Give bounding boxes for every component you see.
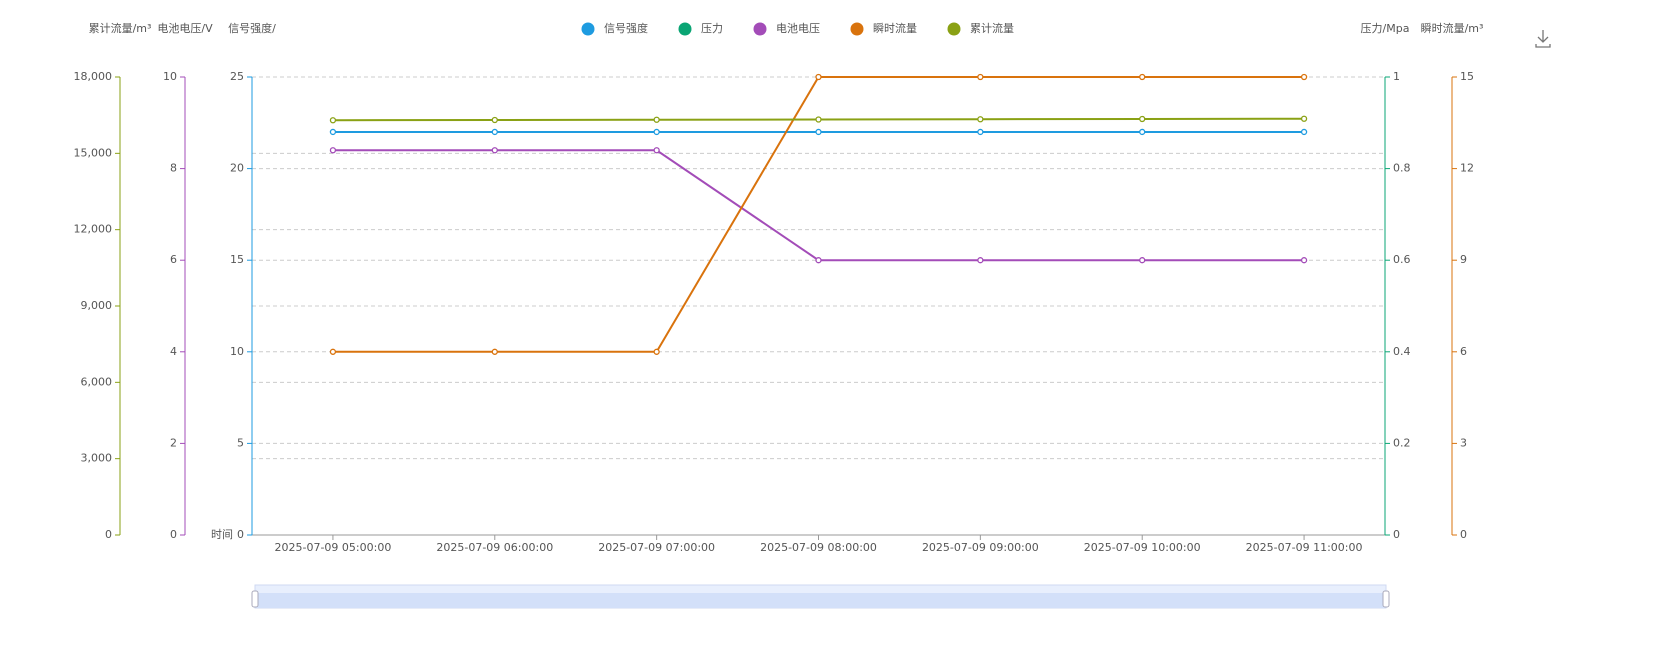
y-axis-name: 瞬时流量/m³ (1421, 21, 1484, 35)
legend-label[interactable]: 信号强度 (604, 21, 648, 35)
y-tick-label: 9 (1460, 253, 1467, 266)
y-tick-label: 6,000 (81, 375, 113, 388)
x-tick-label: 2025-07-09 10:00:00 (1084, 541, 1201, 554)
x-tick-label: 2025-07-09 09:00:00 (922, 541, 1039, 554)
y-tick-label: 2 (170, 436, 177, 449)
y-tick-label: 15,000 (74, 146, 113, 159)
y-tick-label: 1 (1393, 70, 1400, 83)
legend-marker[interactable] (947, 22, 961, 36)
point (815, 128, 822, 136)
y-tick-label: 15 (230, 253, 244, 266)
point (329, 128, 337, 136)
zoom-handle[interactable] (251, 590, 259, 608)
point (1139, 73, 1146, 81)
download-icon[interactable] (1535, 30, 1551, 48)
legend-label[interactable]: 压力 (701, 22, 723, 35)
y-tick-label: 0.4 (1393, 345, 1411, 358)
point (977, 116, 984, 123)
point (815, 73, 822, 81)
y-tick-label: 18,000 (74, 70, 113, 83)
point (1139, 128, 1146, 136)
point (329, 348, 337, 355)
y-tick-label: 3 (1460, 436, 1467, 449)
legend-label[interactable]: 累计流量 (970, 21, 1014, 35)
series-line (332, 149, 1305, 262)
point (815, 257, 822, 264)
y-tick-label: 0 (1460, 528, 1467, 541)
y-tick-label: 0 (105, 528, 112, 541)
point (815, 116, 822, 123)
point (491, 128, 498, 136)
point (653, 128, 660, 136)
y-tick-label: 5 (237, 436, 244, 449)
y-tick-label: 6 (170, 253, 177, 266)
y-tick-label: 0 (237, 528, 244, 541)
point (1139, 257, 1146, 264)
y-tick-label: 10 (230, 345, 244, 358)
y-axis-name: 电池电压/V (157, 22, 213, 35)
y-tick-label: 12 (1460, 162, 1474, 175)
y-tick-label: 0 (1393, 528, 1400, 541)
x-tick-label: 2025-07-09 08:00:00 (760, 541, 877, 554)
point (653, 348, 660, 355)
point (1300, 257, 1308, 264)
data-zoom-fill (255, 593, 1386, 608)
legend-marker[interactable] (678, 22, 692, 36)
x-axis-label: 时间 (211, 528, 233, 541)
y-tick-label: 6 (1460, 345, 1467, 358)
point (1139, 115, 1146, 123)
y-tick-label: 12,000 (74, 223, 113, 236)
x-tick-label: 2025-07-09 05:00:00 (275, 541, 392, 554)
y-tick-label: 0.6 (1393, 253, 1411, 266)
y-tick-label: 15 (1460, 70, 1474, 83)
y-tick-label: 0.8 (1393, 162, 1411, 175)
y-tick-label: 4 (170, 345, 177, 358)
point (491, 116, 498, 124)
point (977, 73, 984, 81)
zoom-handle[interactable] (1382, 590, 1390, 608)
point (653, 116, 660, 123)
y-tick-label: 9,000 (81, 299, 113, 312)
point (977, 128, 984, 136)
legend-marker[interactable] (850, 22, 864, 36)
legend-marker[interactable] (581, 22, 595, 36)
y-tick-label: 25 (230, 70, 244, 83)
point (1300, 73, 1308, 81)
y-tick-label: 8 (170, 162, 177, 175)
point (491, 348, 498, 355)
point (1300, 115, 1308, 122)
point (329, 117, 337, 124)
y-tick-label: 20 (230, 162, 244, 175)
legend-label[interactable]: 电池电压 (776, 22, 820, 35)
y-axis-name: 信号强度/ (228, 21, 276, 35)
legend-marker[interactable] (753, 22, 767, 36)
y-tick-label: 0 (170, 528, 177, 541)
x-tick-label: 2025-07-09 11:00:00 (1246, 541, 1363, 554)
y-tick-label: 10 (163, 70, 177, 83)
x-tick-label: 2025-07-09 06:00:00 (436, 541, 553, 554)
y-tick-label: 0.2 (1393, 436, 1411, 449)
point (1300, 128, 1308, 136)
point (977, 257, 984, 264)
y-axis-name: 压力/Mpa (1361, 22, 1410, 35)
point (329, 147, 337, 154)
legend-label[interactable]: 瞬时流量 (873, 21, 917, 35)
x-tick-label: 2025-07-09 07:00:00 (598, 541, 715, 554)
y-axis-name: 累计流量/m³ (89, 21, 152, 35)
y-tick-label: 3,000 (81, 452, 113, 465)
point (653, 147, 660, 154)
point (491, 147, 498, 154)
